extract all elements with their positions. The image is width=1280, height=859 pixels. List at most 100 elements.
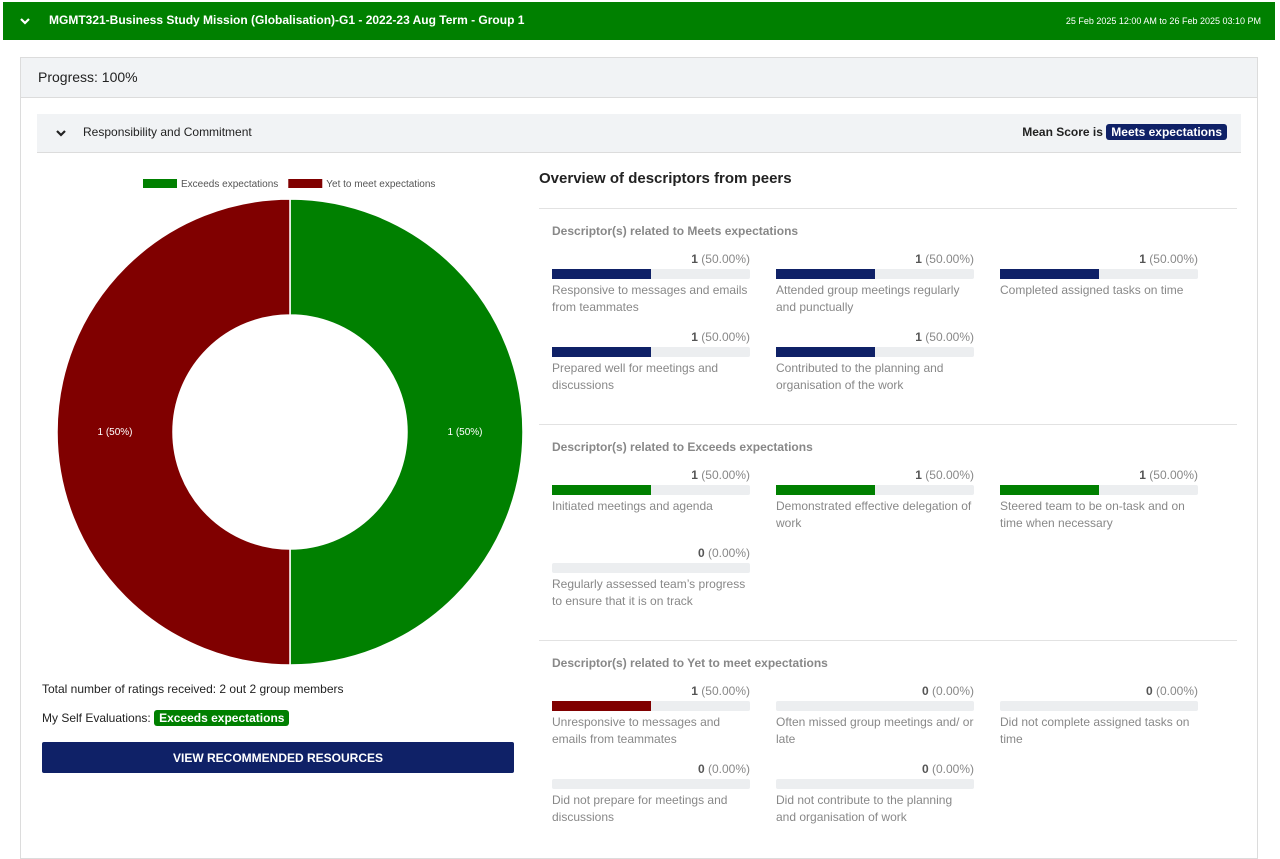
percent-label: (50.00%) xyxy=(701,468,750,482)
descriptor-count: 1 (50.00%) xyxy=(776,468,974,482)
count: 1 xyxy=(1139,252,1146,266)
descriptor-count: 0 (0.00%) xyxy=(1000,684,1198,698)
descriptor: 1 (50.00%) Attended group meetings regula… xyxy=(776,252,974,322)
bar-track xyxy=(1000,485,1198,495)
bar-track xyxy=(1000,269,1198,279)
overview-title: Overview of descriptors from peers xyxy=(539,170,792,187)
descriptor-count: 1 (50.00%) xyxy=(1000,252,1198,266)
count: 0 xyxy=(921,762,929,776)
bar-track xyxy=(776,347,974,357)
bar-track xyxy=(552,701,750,711)
header-title: MGMT321-Business Study Mission (Globalis… xyxy=(49,13,525,27)
descriptor-list: 1 (50.00%) Responsive to messages and ema… xyxy=(552,252,1224,400)
bar-fill xyxy=(1000,269,1099,279)
percent-label: (50.00%) xyxy=(925,252,974,266)
mean-score-badge: Meets expectations xyxy=(1106,124,1227,140)
progress: Progress: 100% xyxy=(21,58,1257,98)
descriptor-count: 0 (0.00%) xyxy=(552,546,750,560)
descriptor-count: 1 (50.00%) xyxy=(776,330,974,344)
count: 0 xyxy=(697,762,705,776)
bar-fill xyxy=(552,347,651,357)
group-title: Descriptor(s) related to Exceeds expecta… xyxy=(552,440,813,454)
bar-fill xyxy=(552,701,651,711)
percent-label: (0.00%) xyxy=(707,762,750,776)
count: 1 xyxy=(691,252,698,266)
count: 0 xyxy=(921,684,929,698)
percent-label: (0.00%) xyxy=(707,546,750,560)
descriptor-text: Unresponsive to messages and emails from… xyxy=(552,715,721,746)
count: 1 xyxy=(691,468,698,482)
descriptor-list: 1 (50.00%) Unresponsive to messages and e… xyxy=(552,684,1224,832)
self-eval-badge: Exceeds expectations xyxy=(154,710,290,726)
descriptor-group: Descriptor(s) related to Exceeds expecta… xyxy=(539,424,1237,640)
slice-label: 1 (50%) xyxy=(447,427,482,438)
percent-label: (50.00%) xyxy=(1149,252,1198,266)
descriptor-text: Regularly assessed team’s progress to en… xyxy=(552,577,746,608)
descriptor-text: Demonstrated effective delegation of wor… xyxy=(776,499,972,530)
percent-label: (0.00%) xyxy=(931,684,974,698)
percent-label: (0.00%) xyxy=(1155,684,1198,698)
legend-swatch xyxy=(288,179,323,188)
bar-fill xyxy=(776,269,875,279)
percent-label: (0.00%) xyxy=(931,762,974,776)
slice-label: 1 (50%) xyxy=(97,427,132,438)
legend-swatch xyxy=(143,179,177,188)
count: 1 xyxy=(915,252,922,266)
descriptor: 1 (50.00%) Unresponsive to messages and e… xyxy=(552,684,750,754)
donut-slice xyxy=(289,198,524,666)
group-title: Descriptor(s) related to Meets expectati… xyxy=(552,224,799,238)
donut-chart: Exceeds expectations Yet to meet expectat… xyxy=(56,179,524,666)
section-header: Responsibility and Commitment Mean Score… xyxy=(37,114,1241,153)
legend-label: Yet to meet expectations xyxy=(326,179,435,190)
descriptor-text: Often missed group meetings and/ or late xyxy=(776,715,974,746)
count: 1 xyxy=(1139,468,1146,482)
page: MGMT321-Business Study Mission (Globalis… xyxy=(3,2,1275,859)
descriptor-count: 0 (0.00%) xyxy=(776,684,974,698)
summary: Total number of ratings received: 2 out … xyxy=(42,682,344,726)
descriptor: 0 (0.00%) Often missed group meetings and… xyxy=(776,684,974,754)
count: 1 xyxy=(915,468,922,482)
descriptor: 1 (50.00%) Demonstrated effective delegat… xyxy=(776,468,974,538)
descriptor-text: Responsive to messages and emails from t… xyxy=(552,283,748,314)
count: 0 xyxy=(1145,684,1153,698)
bar-fill xyxy=(776,485,875,495)
bar-track xyxy=(776,485,974,495)
count: 1 xyxy=(691,330,698,344)
percent-label: (50.00%) xyxy=(701,252,750,266)
donut-slice xyxy=(56,198,291,666)
descriptor: 0 (0.00%) Did not prepare for meetings an… xyxy=(552,762,750,832)
total-ratings: Total number of ratings received: 2 out … xyxy=(42,682,344,696)
descriptor-text: Did not contribute to the planning and o… xyxy=(776,793,953,824)
descriptor-text: Initiated meetings and agenda xyxy=(552,499,713,513)
descriptor-text: Completed assigned tasks on time xyxy=(1000,283,1184,297)
descriptor-text: Contributed to the planning and organisa… xyxy=(776,361,944,392)
descriptor: 1 (50.00%) Contributed to the planning an… xyxy=(776,330,974,400)
descriptor-count: 1 (50.00%) xyxy=(552,252,750,266)
descriptor-count: 1 (50.00%) xyxy=(552,684,750,698)
bar-fill xyxy=(776,347,875,357)
bar-track xyxy=(552,563,750,573)
group-title: Descriptor(s) related to Yet to meet exp… xyxy=(552,656,828,670)
bar-track xyxy=(552,347,750,357)
collapse-icon[interactable] xyxy=(19,15,31,27)
count: 1 xyxy=(691,684,698,698)
descriptor: 1 (50.00%) Prepared well for meetings and… xyxy=(552,330,750,400)
bar-track xyxy=(1000,701,1198,711)
descriptor: 0 (0.00%) Did not complete assigned tasks… xyxy=(1000,684,1198,754)
mean-score: Mean Score is Meets expectations xyxy=(1022,124,1227,140)
self-eval-label: My Self Evaluations: xyxy=(42,711,151,725)
count: 0 xyxy=(697,546,705,560)
bar-track xyxy=(552,485,750,495)
descriptor: 0 (0.00%) Did not contribute to the plann… xyxy=(776,762,974,832)
mean-score-label: Mean Score is xyxy=(1022,125,1103,139)
percent-label: (50.00%) xyxy=(1149,468,1198,482)
percent-label: (50.00%) xyxy=(925,468,974,482)
descriptor-count: 0 (0.00%) xyxy=(552,762,750,776)
descriptor-text: Did not prepare for meetings and discuss… xyxy=(552,793,728,824)
percent-label: (50.00%) xyxy=(701,684,750,698)
collapse-icon[interactable] xyxy=(55,127,67,139)
view-resources-button[interactable]: VIEW RECOMMENDED RESOURCES xyxy=(42,742,514,773)
legend-label: Exceeds expectations xyxy=(181,179,278,190)
descriptor-text: Attended group meetings regularly and pu… xyxy=(776,283,960,314)
date-range: 25 Feb 2025 12:00 AM to 26 Feb 2025 03:1… xyxy=(1065,16,1261,26)
